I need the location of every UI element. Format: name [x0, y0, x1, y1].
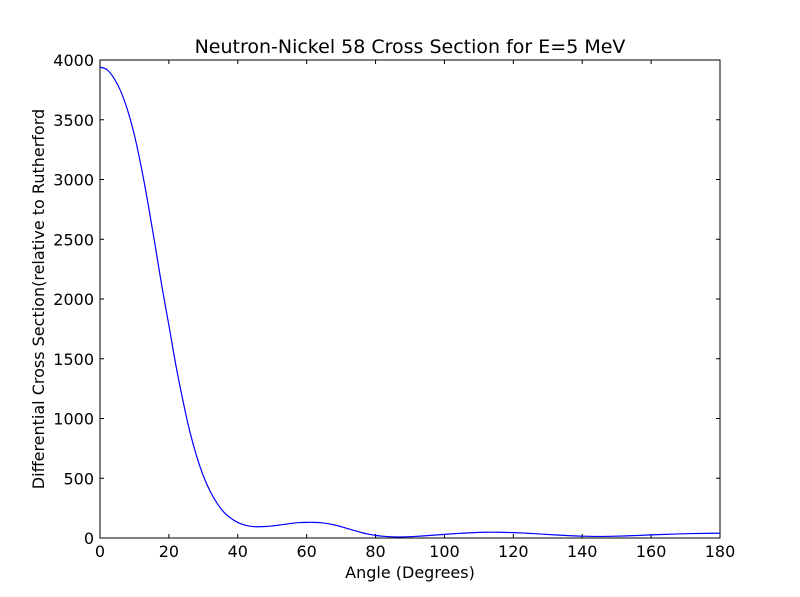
y-axis-label: Differential Cross Section(relative to R… — [29, 109, 48, 489]
x-axis-label: Angle (Degrees) — [345, 563, 475, 582]
y-tick-label: 500 — [63, 469, 94, 488]
plot-area: 0 20 40 60 80 100 120 140 160 180 0 500 1000 1500 200… — [53, 51, 735, 561]
x-tick-label: 120 — [498, 542, 529, 561]
y-tick-label: 1000 — [53, 410, 94, 429]
y-tick-label: 2000 — [53, 290, 94, 309]
series-line — [99, 66, 721, 538]
y-tick-label: 3500 — [53, 111, 94, 130]
y-tick-label: 0 — [84, 529, 94, 548]
y-tick-label: 2500 — [53, 230, 94, 249]
y-tick-label: 1500 — [53, 350, 94, 369]
x-tick-label: 160 — [636, 542, 667, 561]
x-tick-label: 140 — [567, 542, 598, 561]
series-layer — [99, 66, 721, 538]
x-tick-label: 180 — [705, 542, 736, 561]
y-tick-label: 4000 — [53, 51, 94, 70]
x-tick-label: 80 — [365, 542, 385, 561]
chart-title: Neutron-Nickel 58 Cross Section for E=5 … — [195, 36, 626, 58]
y-tick-label: 3000 — [53, 171, 94, 190]
x-tick-label: 100 — [429, 542, 460, 561]
x-tick-label: 40 — [228, 542, 248, 561]
x-axis-ticks: 0 20 40 60 80 100 120 140 160 180 — [95, 60, 735, 561]
x-tick-label: 20 — [159, 542, 179, 561]
x-tick-label: 60 — [296, 542, 316, 561]
y-axis-ticks: 0 500 1000 1500 2000 2500 3000 3500 4000 — [53, 51, 720, 548]
plot-frame — [99, 59, 721, 539]
x-tick-label: 0 — [95, 542, 105, 561]
